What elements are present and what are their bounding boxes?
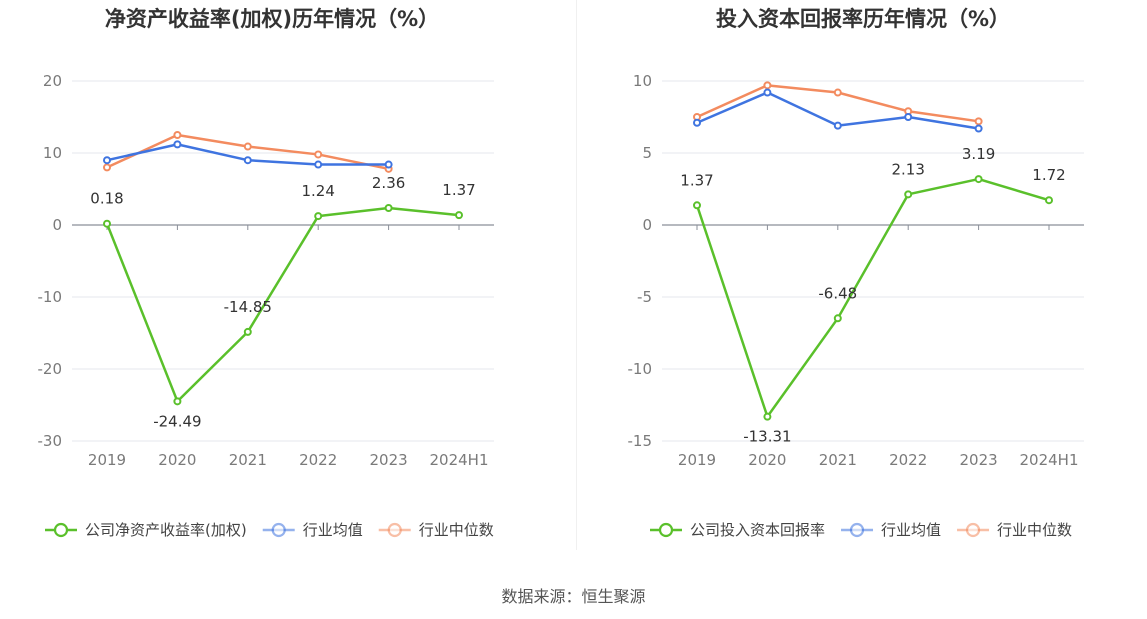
series-point-1	[904, 190, 913, 199]
x-tick-label: 2024H1	[1020, 451, 1079, 469]
x-tick-label: 2022	[299, 451, 337, 469]
y-tick-label: 10	[633, 72, 652, 90]
legend-item-1[interactable]: 公司投入资本回报率	[650, 521, 825, 539]
x-tick-label: 2020	[158, 451, 196, 469]
charts-canvas: 净资产收益率(加权)历年情况（%） 20 10 0 -10 -20 -30 2019 2020 2…	[38, 7, 1084, 539]
x-tick-label: 2021	[229, 451, 267, 469]
series-point-2	[243, 156, 252, 165]
legend-marker-icon	[271, 522, 286, 538]
y-tick-label: -10	[38, 288, 63, 306]
y-tick-label: 0	[52, 216, 62, 234]
data-label: -13.31	[743, 428, 791, 446]
legend-marker-icon	[53, 522, 69, 538]
chart-panel-2: 投入资本回报率历年情况（%） 10 5 0 -5 -10 -15 2019 2020 2021 20…	[628, 7, 1084, 539]
series-point-1	[243, 327, 252, 336]
data-label: -24.49	[153, 412, 201, 430]
y-tick-label: -20	[38, 360, 63, 378]
legend-marker-icon	[849, 522, 865, 538]
series-point-3	[763, 81, 772, 90]
y-tick-label: 10	[43, 144, 62, 162]
series-point-2	[904, 113, 913, 121]
series-point-1	[173, 397, 182, 406]
legend-label: 公司投入资本回报率	[690, 521, 825, 539]
chart-title: 净资产收益率(加权)历年情况（%）	[105, 7, 439, 31]
series-line-1	[105, 206, 460, 403]
panel-divider	[576, 0, 577, 550]
series-point-2	[763, 88, 772, 97]
series-point-3	[103, 163, 111, 172]
y-tick-label: -15	[628, 432, 653, 450]
data-label: 3.19	[962, 145, 995, 163]
data-label: 2.13	[891, 160, 924, 178]
series-point-3	[833, 88, 842, 97]
data-label: 1.37	[680, 171, 713, 189]
x-tick-label: 2023	[960, 451, 998, 469]
series-point-2	[974, 124, 983, 133]
chart-panel-1: 净资产收益率(加权)历年情况（%） 20 10 0 -10 -20 -30 2019 2020 2…	[38, 7, 494, 539]
series-point-3	[974, 117, 983, 126]
legend-item-3[interactable]: 行业中位数	[957, 521, 1072, 539]
y-tick-label: 20	[43, 72, 62, 90]
series-point-1	[1045, 196, 1053, 205]
series-point-1	[103, 219, 111, 228]
legend-item-2[interactable]: 行业均值	[841, 521, 941, 539]
series-point-2	[314, 160, 323, 169]
y-tick-label: -30	[38, 432, 63, 450]
series-point-2	[833, 121, 842, 130]
legend-label: 行业均值	[303, 521, 363, 539]
data-label: 0.18	[90, 190, 123, 208]
x-tick-label: 2023	[370, 451, 408, 469]
series-point-1	[455, 211, 463, 220]
x-tick-label: 2020	[748, 451, 786, 469]
data-label: 1.24	[301, 182, 334, 200]
series-point-2	[693, 118, 701, 127]
x-tick-label: 2019	[678, 451, 716, 469]
legend-marker-icon	[965, 522, 981, 538]
series-point-2	[173, 140, 182, 149]
series-point-3	[173, 131, 182, 139]
data-label: 1.37	[442, 181, 475, 199]
series-point-1	[763, 412, 772, 421]
data-label: 2.36	[372, 174, 405, 192]
legend-item-1[interactable]: 公司净资产收益率(加权)	[45, 521, 247, 539]
y-tick-label: -10	[628, 360, 653, 378]
series-line-1	[695, 177, 1050, 418]
y-tick-label: 5	[642, 144, 652, 162]
legend-item-2[interactable]: 行业均值	[262, 521, 363, 539]
data-label: 1.72	[1032, 166, 1065, 184]
x-tick-label: 2019	[88, 451, 126, 469]
x-tick-label: 2022	[889, 451, 927, 469]
legend-marker-icon	[658, 522, 674, 538]
legend-label: 行业中位数	[419, 521, 494, 539]
y-tick-label: -5	[637, 288, 652, 306]
series-point-3	[243, 142, 252, 151]
series-point-1	[833, 314, 842, 323]
legend-label: 公司净资产收益率(加权)	[85, 521, 247, 539]
x-tick-label: 2024H1	[430, 451, 489, 469]
series-point-2	[103, 156, 111, 165]
series-point-2	[384, 160, 393, 169]
data-source-note: 数据来源：恒生聚源	[501, 587, 646, 606]
series-point-3	[314, 150, 323, 159]
series-point-1	[693, 201, 701, 210]
x-tick-label: 2021	[819, 451, 857, 469]
data-label: -6.48	[818, 284, 857, 302]
data-label: -14.85	[224, 298, 272, 316]
series-point-1	[314, 212, 323, 221]
series-point-1	[384, 204, 393, 213]
chart-title: 投入资本回报率历年情况（%）	[716, 7, 1010, 31]
y-tick-label: 0	[642, 216, 652, 234]
legend-item-3[interactable]: 行业中位数	[378, 521, 494, 539]
legend-label: 行业中位数	[997, 521, 1072, 539]
series-point-1	[974, 175, 983, 184]
legend-label: 行业均值	[881, 521, 941, 539]
legend-marker-icon	[387, 522, 402, 538]
